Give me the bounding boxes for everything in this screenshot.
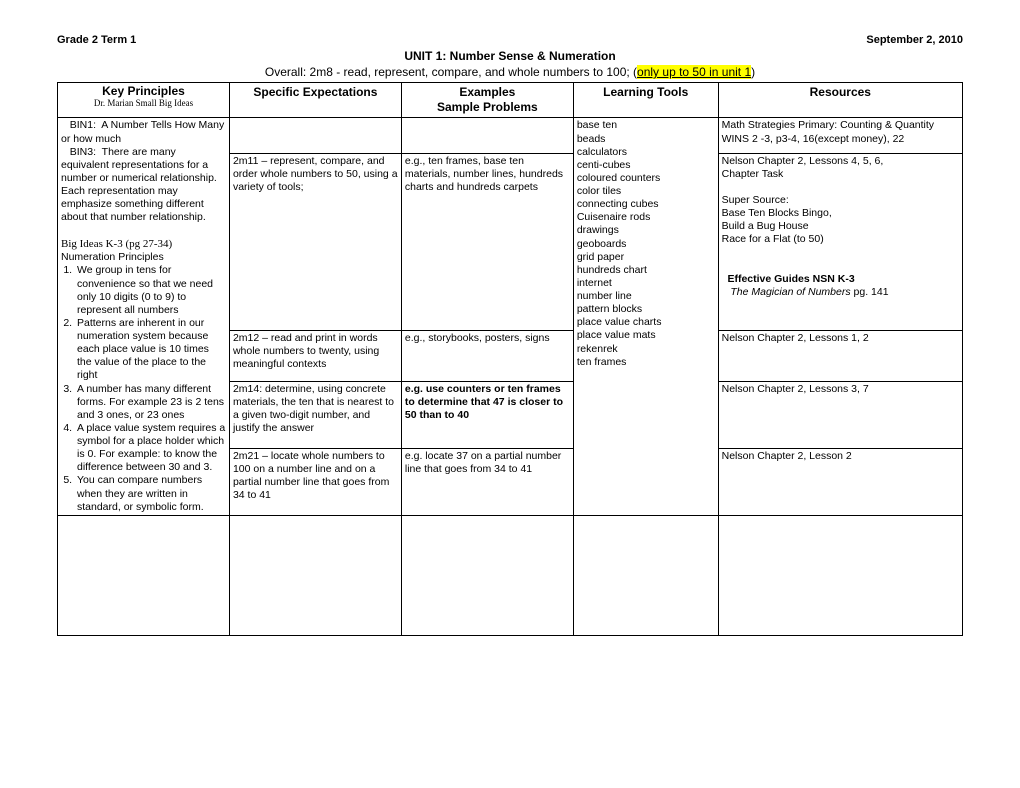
numeration-principles-head: Numeration Principles bbox=[61, 251, 226, 264]
col-specific-expectations: Specific Expectations bbox=[229, 83, 401, 118]
bin3-text: BIN3: There are many equivalent represen… bbox=[61, 146, 226, 225]
principle-2: Patterns are inherent in our numeration … bbox=[75, 317, 226, 383]
table-row: BIN1: A Number Tells How Many or how muc… bbox=[58, 118, 963, 153]
resources-cell-2: Nelson Chapter 2, Lessons 4, 5, 6, Chapt… bbox=[718, 153, 962, 330]
unit-title: UNIT 1: Number Sense & Numeration bbox=[57, 48, 963, 64]
overall-suffix: ) bbox=[751, 65, 755, 79]
ex-2m21: e.g. locate 37 on a partial number line … bbox=[401, 448, 573, 515]
filler-cell bbox=[401, 515, 573, 635]
top-header-row: Grade 2 Term 1 September 2, 2010 bbox=[57, 34, 963, 46]
res-2m12: Nelson Chapter 2, Lessons 1, 2 bbox=[718, 331, 962, 382]
page-container: Grade 2 Term 1 September 2, 2010 UNIT 1:… bbox=[0, 0, 1020, 676]
col-examples: Examples Sample Problems bbox=[401, 83, 573, 118]
overall-highlight: only up to 50 in unit 1 bbox=[637, 65, 751, 79]
spec-2m12: 2m12 – read and print in words whole num… bbox=[229, 331, 401, 382]
filler-cell bbox=[58, 515, 230, 635]
filler-cell bbox=[718, 515, 962, 635]
res-2m21: Nelson Chapter 2, Lesson 2 bbox=[718, 448, 962, 515]
table-header-row: Key Principles Dr. Marian Small Big Idea… bbox=[58, 83, 963, 118]
filler-cell bbox=[229, 515, 401, 635]
bin1-text: BIN1: A Number Tells How Many or how muc… bbox=[61, 119, 226, 145]
overall-line: Overall: 2m8 - read, represent, compare,… bbox=[57, 64, 963, 80]
resources-cell-1: Math Strategies Primary: Counting & Quan… bbox=[718, 118, 962, 153]
curriculum-table: Key Principles Dr. Marian Small Big Idea… bbox=[57, 82, 963, 635]
overall-prefix: Overall: 2m8 - read, represent, compare,… bbox=[265, 65, 637, 79]
principle-5: You can compare numbers when they are wr… bbox=[75, 474, 226, 513]
col-learning-tools: Learning Tools bbox=[573, 83, 718, 118]
col-key-principles-sub: Dr. Marian Small Big Ideas bbox=[61, 99, 226, 109]
ex-2m12: e.g., storybooks, posters, signs bbox=[401, 331, 573, 382]
principle-3: A number has many different forms. For e… bbox=[75, 383, 226, 422]
res-2m14: Nelson Chapter 2, Lessons 3, 7 bbox=[718, 382, 962, 449]
spec-2m11: 2m11 – represent, compare, and order who… bbox=[229, 153, 401, 330]
big-ideas-ref: Big Ideas K-3 (pg 27-34) bbox=[61, 238, 226, 252]
ex-2m14: e.g. use counters or ten frames to deter… bbox=[401, 382, 573, 449]
col-key-principles: Key Principles Dr. Marian Small Big Idea… bbox=[58, 83, 230, 118]
grade-term: Grade 2 Term 1 bbox=[57, 34, 136, 46]
spec-2m14: 2m14: determine, using concrete material… bbox=[229, 382, 401, 449]
spec-2m21: 2m21 – locate whole numbers to 100 on a … bbox=[229, 448, 401, 515]
table-row-filler bbox=[58, 515, 963, 635]
principle-4: A place value system requires a symbol f… bbox=[75, 422, 226, 475]
date: September 2, 2010 bbox=[866, 34, 963, 46]
principle-1: We group in tens for convenience so that… bbox=[75, 264, 226, 317]
key-principles-cell: BIN1: A Number Tells How Many or how muc… bbox=[58, 118, 230, 515]
ex-2m11: e.g., ten frames, base ten materials, nu… bbox=[401, 153, 573, 330]
spec-cell-blank bbox=[229, 118, 401, 153]
heading-block: UNIT 1: Number Sense & Numeration Overal… bbox=[57, 48, 963, 80]
principles-list: We group in tens for convenience so that… bbox=[61, 264, 226, 513]
filler-cell bbox=[573, 515, 718, 635]
col-resources: Resources bbox=[718, 83, 962, 118]
ex-cell-blank bbox=[401, 118, 573, 153]
learning-tools-cell: base ten beads calculators centi-cubes c… bbox=[573, 118, 718, 515]
